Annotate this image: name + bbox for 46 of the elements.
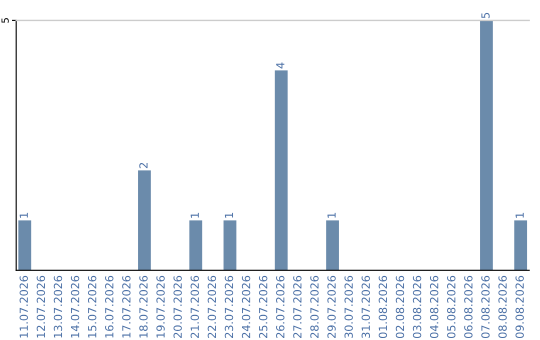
data-label: 5 xyxy=(481,12,490,18)
x-tick-label: 09.08.2026 xyxy=(515,276,524,338)
x-tick-label: 08.08.2026 xyxy=(498,276,507,338)
x-tick-label: 21.07.2026 xyxy=(190,276,199,338)
x-tick-label: 18.07.2026 xyxy=(139,276,148,338)
bar xyxy=(514,220,528,270)
x-tick-label: 05.08.2026 xyxy=(447,276,456,338)
x-tick-label: 11.07.2026 xyxy=(20,276,28,338)
x-tick-label: 06.08.2026 xyxy=(464,276,473,338)
bar xyxy=(274,70,288,270)
x-tick-label: 03.08.2026 xyxy=(412,276,422,338)
x-tick-label: 14.07.2026 xyxy=(70,276,80,338)
x-tick-label: 12.07.2026 xyxy=(36,276,46,338)
x-tick-label: 26.07.2026 xyxy=(276,276,284,338)
bar xyxy=(189,220,202,270)
x-tick-label: 17.07.2026 xyxy=(122,276,131,338)
data-label: 4 xyxy=(276,62,284,68)
bar xyxy=(18,220,32,270)
x-tick-label: 07.08.2026 xyxy=(481,276,490,338)
x-tick-label: 15.07.2026 xyxy=(88,276,96,338)
x-tick-label: 04.08.2026 xyxy=(430,276,438,338)
bar xyxy=(224,220,236,270)
x-tick-label: 24.07.2026 xyxy=(242,276,250,338)
x-tick-label: 25.07.2026 xyxy=(258,276,268,338)
data-label: 1 xyxy=(516,212,524,218)
x-tick-label: 30.07.2026 xyxy=(344,276,353,338)
data-label: 1 xyxy=(328,212,336,218)
x-tick-label: 23.07.2026 xyxy=(224,276,234,338)
data-label: 1 xyxy=(190,212,199,218)
x-tick-label: 13.07.2026 xyxy=(54,276,62,338)
data-label: 2 xyxy=(139,162,148,168)
x-tick-label: 20.07.2026 xyxy=(173,276,182,338)
x-tick-label: 02.08.2026 xyxy=(396,276,404,338)
x-tick-label: 16.07.2026 xyxy=(105,276,114,338)
x-tick-label: 31.07.2026 xyxy=(362,276,370,338)
x-tick-label: 22.07.2026 xyxy=(208,276,216,338)
x-tick-label: 19.07.2026 xyxy=(156,276,165,338)
data-label: 1 xyxy=(20,212,28,218)
x-tick-label: 01.08.2026 xyxy=(378,276,388,338)
x-tick-label: 27.07.2026 xyxy=(293,276,302,338)
bar xyxy=(138,170,151,270)
x-tick-label: 29.07.2026 xyxy=(327,276,336,338)
x-tick-label: 28.07.2026 xyxy=(310,276,319,338)
bar xyxy=(326,220,339,270)
bar xyxy=(480,20,493,270)
data-label: 1 xyxy=(224,212,234,218)
